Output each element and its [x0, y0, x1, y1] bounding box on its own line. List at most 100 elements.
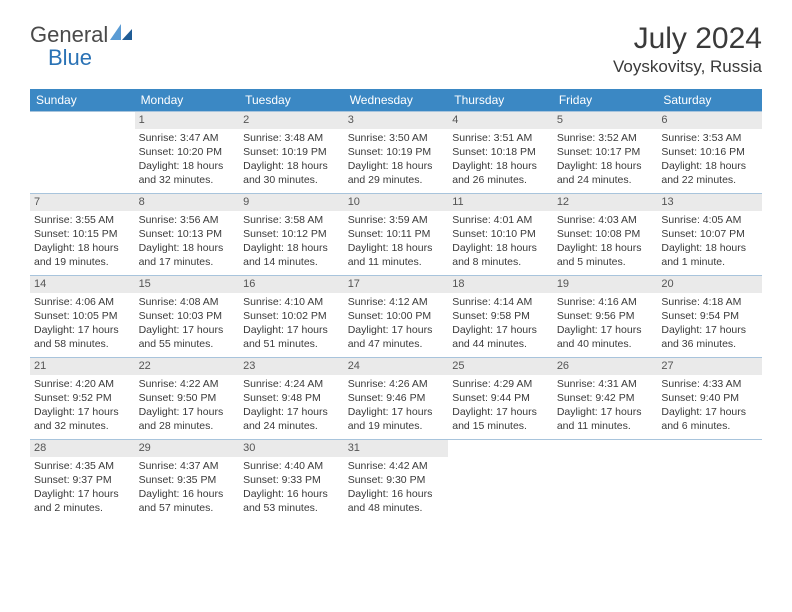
day-detail-line: Daylight: 18 hours: [243, 159, 340, 173]
day-detail-line: Sunset: 10:20 PM: [139, 145, 236, 159]
calendar-day-cell: 20Sunrise: 4:18 AMSunset: 9:54 PMDayligh…: [657, 276, 762, 358]
day-number: 21: [30, 358, 135, 375]
day-detail-line: and 57 minutes.: [139, 501, 236, 515]
calendar-day-cell: 5Sunrise: 3:52 AMSunset: 10:17 PMDayligh…: [553, 112, 658, 194]
day-number: 8: [135, 194, 240, 211]
calendar-week-row: 21Sunrise: 4:20 AMSunset: 9:52 PMDayligh…: [30, 358, 762, 440]
day-detail-line: Sunset: 9:54 PM: [661, 309, 758, 323]
day-detail-line: and 32 minutes.: [34, 419, 131, 433]
day-detail-line: and 32 minutes.: [139, 173, 236, 187]
day-detail-line: Daylight: 17 hours: [452, 405, 549, 419]
day-detail-line: Daylight: 17 hours: [452, 323, 549, 337]
day-number: 22: [135, 358, 240, 375]
day-detail-line: Sunrise: 4:42 AM: [348, 459, 445, 473]
day-detail-line: Sunset: 9:52 PM: [34, 391, 131, 405]
calendar-day-cell: 10Sunrise: 3:59 AMSunset: 10:11 PMDaylig…: [344, 194, 449, 276]
day-detail-line: Sunset: 10:10 PM: [452, 227, 549, 241]
day-detail-line: Sunrise: 4:31 AM: [557, 377, 654, 391]
calendar-day-cell: 30Sunrise: 4:40 AMSunset: 9:33 PMDayligh…: [239, 440, 344, 522]
day-detail-line: and 44 minutes.: [452, 337, 549, 351]
calendar-table: SundayMondayTuesdayWednesdayThursdayFrid…: [30, 89, 762, 522]
day-detail-line: Sunrise: 4:10 AM: [243, 295, 340, 309]
day-detail-line: Daylight: 18 hours: [557, 241, 654, 255]
day-detail-line: and 40 minutes.: [557, 337, 654, 351]
day-detail-line: Daylight: 16 hours: [139, 487, 236, 501]
day-detail-line: Sunset: 10:16 PM: [661, 145, 758, 159]
day-number: 2: [239, 112, 344, 129]
day-number: 26: [553, 358, 658, 375]
day-detail-line: Sunrise: 3:52 AM: [557, 131, 654, 145]
day-number: 7: [30, 194, 135, 211]
day-detail-line: Sunrise: 4:18 AM: [661, 295, 758, 309]
day-detail-line: Sunset: 9:37 PM: [34, 473, 131, 487]
calendar-day-cell: [657, 440, 762, 522]
day-detail-line: Sunset: 10:03 PM: [139, 309, 236, 323]
calendar-day-cell: 17Sunrise: 4:12 AMSunset: 10:00 PMDaylig…: [344, 276, 449, 358]
day-detail-line: Sunrise: 4:22 AM: [139, 377, 236, 391]
day-number: 10: [344, 194, 449, 211]
day-detail-line: Sunrise: 4:24 AM: [243, 377, 340, 391]
day-detail-line: and 36 minutes.: [661, 337, 758, 351]
day-detail-line: Daylight: 17 hours: [243, 405, 340, 419]
day-detail-line: Sunset: 10:19 PM: [243, 145, 340, 159]
day-detail-line: Sunset: 9:42 PM: [557, 391, 654, 405]
day-detail-line: Sunrise: 4:08 AM: [139, 295, 236, 309]
calendar-week-row: 7Sunrise: 3:55 AMSunset: 10:15 PMDayligh…: [30, 194, 762, 276]
day-detail-line: Sunrise: 4:33 AM: [661, 377, 758, 391]
day-number: 14: [30, 276, 135, 293]
day-detail-line: Sunset: 9:50 PM: [139, 391, 236, 405]
calendar-day-cell: 31Sunrise: 4:42 AMSunset: 9:30 PMDayligh…: [344, 440, 449, 522]
weekday-header: Saturday: [657, 89, 762, 112]
calendar-day-cell: 14Sunrise: 4:06 AMSunset: 10:05 PMDaylig…: [30, 276, 135, 358]
day-number: 31: [344, 440, 449, 457]
day-detail-line: and 55 minutes.: [139, 337, 236, 351]
weekday-header: Sunday: [30, 89, 135, 112]
day-detail-line: Sunrise: 4:05 AM: [661, 213, 758, 227]
day-detail-line: Daylight: 17 hours: [34, 323, 131, 337]
day-detail-line: and 53 minutes.: [243, 501, 340, 515]
day-number: 16: [239, 276, 344, 293]
day-detail-line: Sunset: 10:15 PM: [34, 227, 131, 241]
day-detail-line: and 24 minutes.: [243, 419, 340, 433]
calendar-day-cell: 21 Sunrise: 4:20 AMSunset: 9:52 PMDayligh…: [30, 358, 135, 440]
day-detail-line: Sunset: 10:12 PM: [243, 227, 340, 241]
day-detail-line: Daylight: 17 hours: [557, 405, 654, 419]
day-detail-line: Daylight: 17 hours: [34, 405, 131, 419]
calendar-day-cell: 19Sunrise: 4:16 AMSunset: 9:56 PMDayligh…: [553, 276, 658, 358]
day-detail-line: Sunset: 10:19 PM: [348, 145, 445, 159]
calendar-day-cell: 1Sunrise: 3:47 AMSunset: 10:20 PMDayligh…: [135, 112, 240, 194]
day-detail-line: Sunset: 10:13 PM: [139, 227, 236, 241]
calendar-day-cell: 9Sunrise: 3:58 AMSunset: 10:12 PMDayligh…: [239, 194, 344, 276]
day-detail-line: Sunset: 9:35 PM: [139, 473, 236, 487]
day-detail-line: and 5 minutes.: [557, 255, 654, 269]
day-detail-line: Sunrise: 4:16 AM: [557, 295, 654, 309]
weekday-header: Wednesday: [344, 89, 449, 112]
day-detail-line: Sunset: 9:58 PM: [452, 309, 549, 323]
calendar-week-row: 1Sunrise: 3:47 AMSunset: 10:20 PMDayligh…: [30, 112, 762, 194]
day-detail-line: Sunset: 9:56 PM: [557, 309, 654, 323]
day-detail-line: and 24 minutes.: [557, 173, 654, 187]
day-number: 9: [239, 194, 344, 211]
logo-text-blue: Blue: [48, 45, 92, 70]
day-number: 25: [448, 358, 553, 375]
calendar-day-cell: 23Sunrise: 4:24 AMSunset: 9:48 PMDayligh…: [239, 358, 344, 440]
day-number: 18: [448, 276, 553, 293]
day-detail-line: and 11 minutes.: [348, 255, 445, 269]
calendar-day-cell: 13Sunrise: 4:05 AMSunset: 10:07 PMDaylig…: [657, 194, 762, 276]
day-detail-line: Daylight: 18 hours: [139, 159, 236, 173]
day-detail-line: and 19 minutes.: [34, 255, 131, 269]
logo-sail-icon: [110, 23, 132, 41]
day-number: 12: [553, 194, 658, 211]
day-detail-line: Daylight: 17 hours: [243, 323, 340, 337]
day-detail-line: Daylight: 16 hours: [348, 487, 445, 501]
calendar-day-cell: 4Sunrise: 3:51 AMSunset: 10:18 PMDayligh…: [448, 112, 553, 194]
day-detail-line: Daylight: 17 hours: [139, 323, 236, 337]
calendar-day-cell: [448, 440, 553, 522]
day-detail-line: and 15 minutes.: [452, 419, 549, 433]
day-detail-line: Sunset: 9:33 PM: [243, 473, 340, 487]
day-number: 11: [448, 194, 553, 211]
day-detail-line: Sunrise: 4:20 AM: [34, 377, 131, 391]
day-detail-line: Daylight: 18 hours: [139, 241, 236, 255]
day-detail-line: Daylight: 18 hours: [557, 159, 654, 173]
calendar-day-cell: 7Sunrise: 3:55 AMSunset: 10:15 PMDayligh…: [30, 194, 135, 276]
